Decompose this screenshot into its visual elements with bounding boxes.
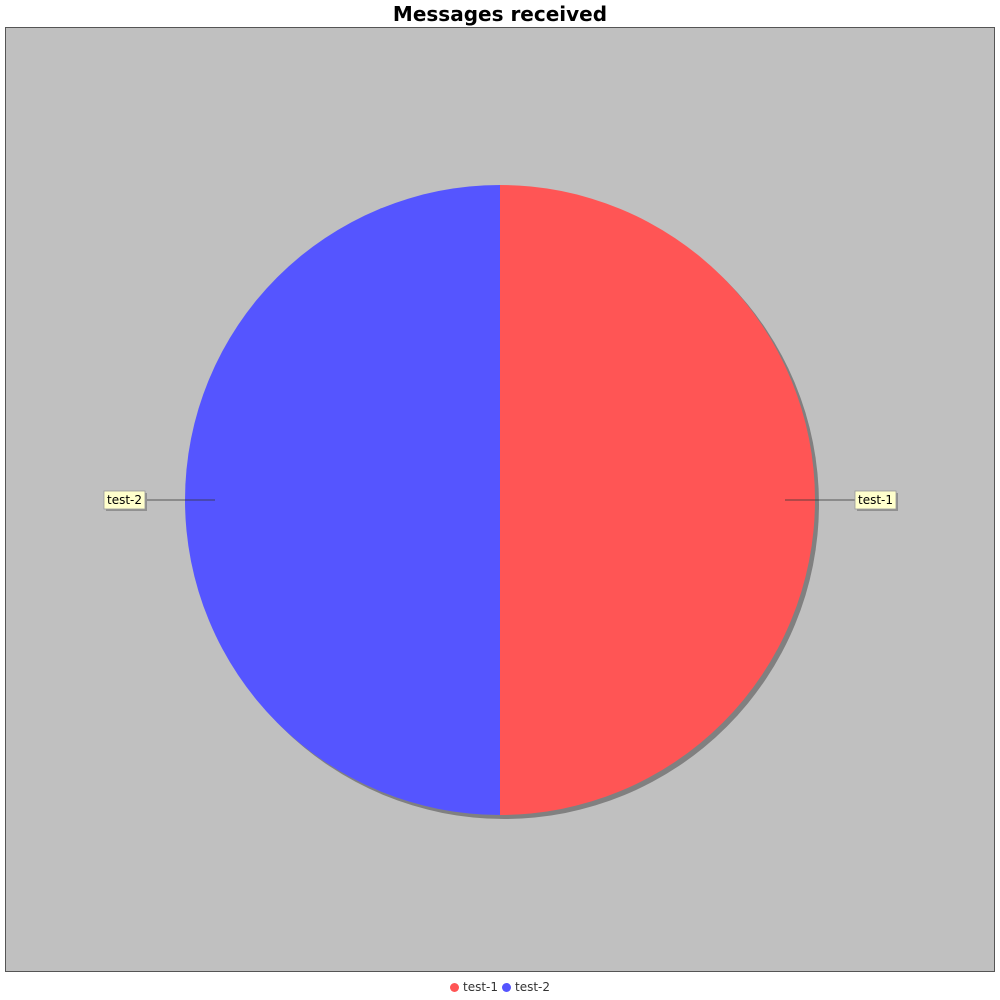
pie-chart: test-1 test-2 (103, 185, 899, 819)
legend-label: test-1 (462, 980, 498, 994)
legend: test-1 test-2 (0, 980, 1000, 995)
pie-slice-test-1 (500, 185, 815, 815)
slice-label-test-1: test-1 (854, 490, 899, 511)
svg-text:test-1: test-1 (858, 493, 893, 507)
legend-item-test-2: test-2 (502, 980, 550, 994)
slice-label-test-2: test-2 (103, 490, 147, 511)
pie-slice-test-2 (185, 185, 500, 815)
legend-item-test-1: test-1 (449, 980, 498, 994)
svg-text:test-2: test-2 (107, 493, 142, 507)
plot-area: test-1 test-2 (5, 27, 995, 972)
chart-title: Messages received (392, 2, 608, 26)
legend-label: test-2 (515, 980, 551, 994)
legend-swatch (449, 982, 459, 992)
legend-swatch (502, 982, 511, 992)
